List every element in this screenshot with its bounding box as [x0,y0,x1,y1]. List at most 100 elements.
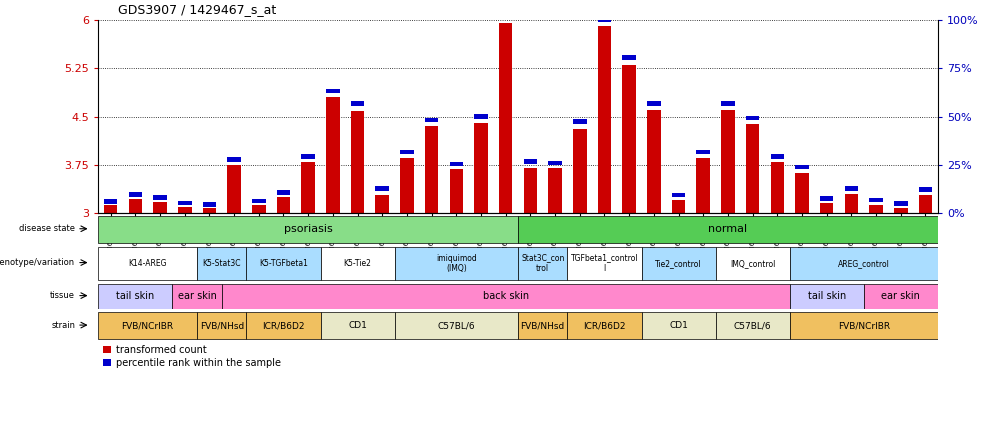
Bar [326,88,340,93]
Bar [869,198,882,202]
Text: normal: normal [707,224,746,234]
Bar [548,168,561,213]
Bar [128,192,142,197]
Bar [474,123,487,213]
Text: Stat3C_con
trol: Stat3C_con trol [520,254,564,273]
Bar [351,101,364,106]
Bar [695,150,709,154]
Text: strain: strain [51,321,75,329]
Bar [671,193,684,197]
Text: IMQ_control: IMQ_control [729,259,775,268]
Text: TGFbeta1_control
l: TGFbeta1_control l [570,254,637,273]
Bar [523,159,537,164]
Bar [400,159,413,213]
Bar [375,195,389,213]
Bar [819,196,833,201]
Bar [770,154,784,159]
Bar [400,150,413,154]
Bar [893,201,907,206]
FancyBboxPatch shape [518,216,937,243]
Text: tissue: tissue [50,291,75,300]
Bar [227,158,240,162]
Bar [646,101,660,106]
Bar [498,23,512,213]
Text: genotype/variation: genotype/variation [0,258,75,267]
Bar [498,15,512,19]
Text: ear skin: ear skin [177,291,216,301]
Bar [104,199,117,204]
Bar [720,110,734,213]
Bar [795,173,808,213]
FancyBboxPatch shape [567,312,641,339]
Bar [177,207,191,213]
Bar [227,165,240,213]
Bar [301,162,315,213]
Text: CD1: CD1 [668,321,687,330]
Bar [128,199,142,213]
Bar [770,162,784,213]
Text: C57BL/6: C57BL/6 [437,321,475,330]
Bar [819,203,833,213]
FancyBboxPatch shape [714,246,789,280]
Bar [177,201,191,205]
Text: psoriasis: psoriasis [284,224,333,234]
FancyBboxPatch shape [321,312,394,339]
Text: K14-AREG: K14-AREG [128,259,166,268]
FancyBboxPatch shape [394,246,518,280]
Bar [646,110,660,213]
FancyBboxPatch shape [246,312,321,339]
FancyBboxPatch shape [518,246,567,280]
Bar [326,97,340,213]
Bar [622,55,635,59]
Bar [844,186,858,191]
Text: ICR/B6D2: ICR/B6D2 [262,321,305,330]
Bar [153,202,166,213]
FancyBboxPatch shape [789,284,863,309]
Bar [202,208,216,213]
Bar [153,195,166,200]
FancyBboxPatch shape [863,284,937,309]
Bar [597,27,610,213]
Text: GDS3907 / 1429467_s_at: GDS3907 / 1429467_s_at [118,3,277,16]
Bar [745,124,759,213]
Bar [622,65,635,213]
FancyBboxPatch shape [789,312,937,339]
Text: AREG_control: AREG_control [837,259,889,268]
Text: K5-TGFbeta1: K5-TGFbeta1 [259,259,308,268]
FancyBboxPatch shape [394,312,518,339]
FancyBboxPatch shape [98,216,518,243]
Text: back skin: back skin [482,291,528,301]
FancyBboxPatch shape [641,246,714,280]
Text: FVB/NCrIBR: FVB/NCrIBR [837,321,889,330]
FancyBboxPatch shape [518,312,567,339]
Bar [104,206,117,213]
Bar [844,194,858,213]
FancyBboxPatch shape [221,284,789,309]
Bar [301,154,315,159]
FancyBboxPatch shape [321,246,394,280]
Bar [695,159,709,213]
FancyBboxPatch shape [98,312,196,339]
Bar [572,119,586,124]
Text: K5-Tie2: K5-Tie2 [344,259,371,268]
Text: CD1: CD1 [348,321,367,330]
Bar [474,114,487,119]
Text: FVB/NHsd: FVB/NHsd [520,321,564,330]
Bar [425,126,438,213]
Bar [745,115,759,120]
FancyBboxPatch shape [789,246,937,280]
Bar [795,165,808,169]
Bar [277,197,290,213]
Bar [671,200,684,213]
FancyBboxPatch shape [98,284,172,309]
Text: tail skin: tail skin [116,291,154,301]
Text: disease state: disease state [19,224,75,233]
Bar [351,111,364,213]
Legend: transformed count, percentile rank within the sample: transformed count, percentile rank withi… [103,345,281,368]
Bar [375,186,389,191]
Bar [597,18,610,22]
FancyBboxPatch shape [567,246,641,280]
Bar [252,198,266,203]
FancyBboxPatch shape [714,312,789,339]
Bar [720,101,734,106]
